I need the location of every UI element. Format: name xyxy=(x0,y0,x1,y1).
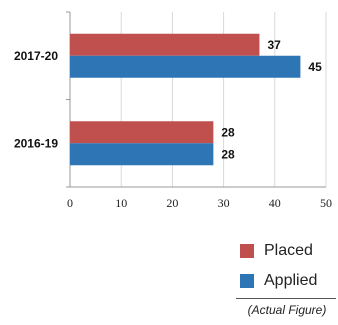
bar-applied xyxy=(70,143,214,166)
legend: Placed Applied xyxy=(240,240,317,300)
legend-swatch-placed xyxy=(240,244,254,258)
data-label: 45 xyxy=(308,60,322,74)
category-label: 2017-20 xyxy=(14,49,58,63)
x-tick-label: 0 xyxy=(67,196,73,210)
bar-placed xyxy=(70,33,260,56)
x-tick-label: 40 xyxy=(269,196,281,210)
legend-label-placed: Placed xyxy=(264,242,313,259)
note-divider xyxy=(236,298,336,299)
x-tick-label: 10 xyxy=(115,196,127,210)
figure-note: (Actual Figure) xyxy=(247,303,327,317)
category-label: 2016-19 xyxy=(14,136,58,150)
x-tick-label: 20 xyxy=(166,196,178,210)
bar-applied xyxy=(70,55,301,78)
legend-swatch-applied xyxy=(240,274,254,288)
data-label: 28 xyxy=(221,147,235,161)
x-tick-label: 30 xyxy=(218,196,230,210)
data-label: 28 xyxy=(221,125,235,139)
data-label: 37 xyxy=(267,38,281,52)
bar-placed xyxy=(70,121,214,144)
legend-item-applied: Applied xyxy=(240,270,317,292)
legend-label-applied: Applied xyxy=(264,272,318,289)
legend-item-placed: Placed xyxy=(240,240,317,262)
x-tick-label: 50 xyxy=(320,196,332,210)
